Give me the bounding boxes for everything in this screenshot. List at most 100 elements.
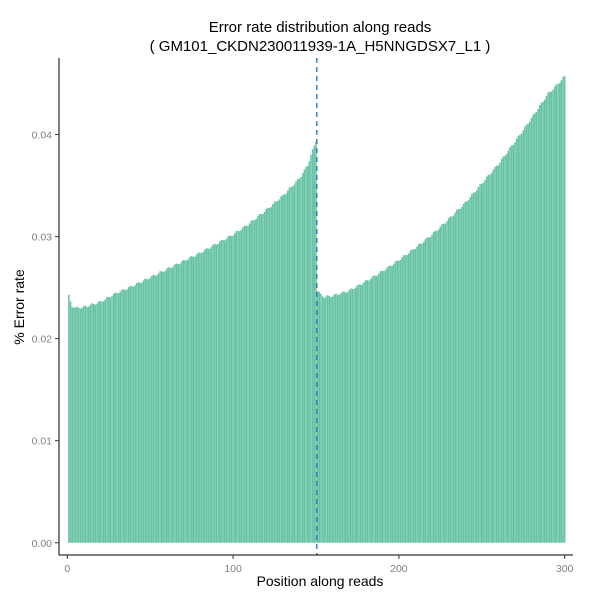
bar [194, 256, 196, 543]
bar [122, 289, 125, 543]
bar [441, 224, 443, 543]
bar [220, 239, 223, 543]
bar [545, 96, 548, 543]
bar [278, 199, 281, 543]
bar [83, 305, 85, 543]
bar [489, 174, 491, 543]
bar [381, 270, 384, 543]
bar [182, 259, 185, 543]
bar [364, 280, 367, 543]
bar [358, 284, 360, 543]
bar [550, 91, 553, 543]
bar [258, 214, 261, 543]
bar [137, 282, 140, 543]
bar [340, 293, 342, 543]
bar [446, 221, 448, 543]
bar [283, 194, 286, 543]
bar [537, 108, 539, 543]
bar [471, 193, 473, 543]
bar [111, 296, 113, 543]
bar [273, 201, 276, 543]
bar [384, 269, 387, 543]
bar [207, 248, 209, 543]
bar [200, 253, 203, 543]
bar [560, 80, 563, 543]
bar [323, 297, 325, 543]
y-tick-label: 0.04 [32, 130, 53, 142]
bar [106, 297, 108, 543]
bar [228, 235, 231, 543]
bar [112, 293, 115, 543]
bar [374, 275, 377, 543]
bar [295, 181, 297, 543]
x-tick-label: 100 [224, 563, 242, 575]
bar [555, 84, 558, 543]
bar [152, 274, 155, 543]
bar [214, 243, 216, 543]
bar [197, 252, 199, 543]
bar [363, 282, 365, 543]
bar [459, 208, 461, 543]
bar [222, 240, 224, 543]
bar [452, 215, 455, 543]
bar [421, 243, 423, 543]
bar [514, 142, 516, 543]
bar [142, 280, 145, 543]
bar [235, 231, 238, 543]
bar [504, 155, 506, 543]
bar [205, 248, 208, 543]
bar [542, 101, 544, 543]
bar [223, 240, 226, 543]
bar [96, 303, 98, 543]
bar [219, 241, 221, 543]
bar [472, 192, 475, 543]
bar [399, 259, 402, 543]
bar [396, 260, 398, 543]
bar [431, 234, 433, 543]
bar [102, 301, 105, 543]
bar [321, 296, 324, 543]
bar [250, 220, 253, 543]
y-tick-label: 0.00 [32, 538, 53, 550]
bar [467, 200, 470, 543]
bar [500, 158, 503, 543]
bar [543, 99, 546, 543]
bar [398, 260, 400, 543]
bar [225, 238, 228, 543]
bar [341, 291, 344, 543]
bar [277, 201, 279, 543]
bar [424, 239, 427, 543]
bar [527, 123, 529, 543]
bar [260, 214, 262, 543]
bar [86, 306, 88, 543]
bar [97, 301, 100, 543]
bar [154, 275, 156, 543]
bar [68, 294, 70, 543]
bar [348, 290, 350, 543]
bar [151, 275, 153, 543]
bar [335, 293, 337, 543]
bar [147, 279, 150, 543]
bar [156, 275, 158, 543]
bar [165, 268, 168, 543]
bar [482, 182, 485, 543]
bar [562, 77, 564, 543]
bar [167, 267, 170, 543]
bar [524, 126, 526, 543]
bar [202, 251, 204, 543]
bar [69, 301, 72, 543]
bar [134, 285, 136, 543]
bar [411, 249, 413, 543]
bar [320, 293, 322, 543]
bar [552, 89, 554, 543]
bar [300, 176, 302, 543]
bar [563, 75, 566, 543]
bar [338, 294, 340, 543]
bar [291, 186, 294, 543]
bar [204, 249, 206, 543]
bar [414, 249, 417, 543]
bar [505, 154, 508, 543]
bar [464, 201, 466, 543]
bar [290, 186, 292, 543]
bar [172, 266, 175, 543]
